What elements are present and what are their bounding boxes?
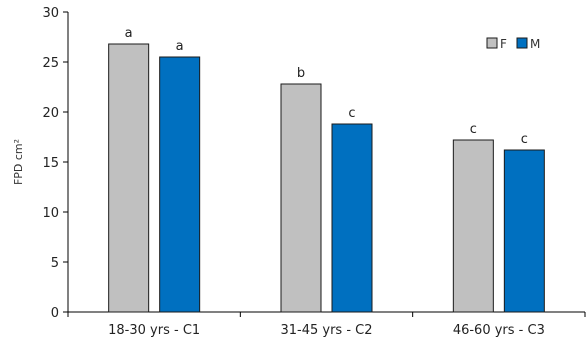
significance-label: b bbox=[297, 66, 305, 81]
y-tick-label: 25 bbox=[42, 56, 59, 71]
y-tick-label: 15 bbox=[42, 156, 59, 171]
legend-label: M bbox=[530, 37, 540, 51]
significance-label: c bbox=[521, 132, 528, 147]
bar-f-2 bbox=[280, 83, 322, 313]
bar-f-3 bbox=[452, 139, 494, 313]
legend-swatch bbox=[516, 37, 528, 49]
bar-m-1 bbox=[159, 56, 201, 313]
data-labels: a a b c c c bbox=[125, 26, 528, 147]
significance-label: c bbox=[348, 106, 355, 121]
category-label: 46-60 yrs - C3 bbox=[453, 323, 545, 338]
y-tick-label: 30 bbox=[42, 6, 59, 21]
category-label: 31-45 yrs - C2 bbox=[280, 323, 372, 338]
y-tick-label: 20 bbox=[42, 106, 59, 121]
bars bbox=[108, 43, 545, 313]
significance-label: c bbox=[470, 122, 477, 137]
y-tick-label: 5 bbox=[51, 256, 59, 271]
significance-label: a bbox=[125, 26, 133, 41]
x-axis: 18-30 yrs - C1 31-45 yrs - C2 46-60 yrs - … bbox=[67, 311, 586, 338]
y-axis: 0 5 10 15 20 25 30 bbox=[42, 6, 69, 321]
bar-m-2 bbox=[331, 123, 373, 313]
category-label: 18-30 yrs - C1 bbox=[108, 323, 200, 338]
bar-m-3 bbox=[503, 149, 545, 313]
y-tick-label: 0 bbox=[51, 306, 59, 321]
legend-swatch bbox=[486, 37, 498, 49]
y-tick-label: 10 bbox=[42, 206, 59, 221]
legend-label: F bbox=[500, 37, 507, 51]
y-axis-title: FPD cm² bbox=[12, 139, 25, 185]
bar-f-1 bbox=[108, 43, 150, 313]
significance-label: a bbox=[176, 39, 184, 54]
